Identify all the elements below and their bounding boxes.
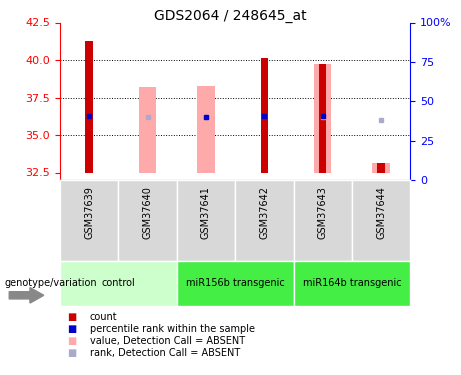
Text: GSM37641: GSM37641: [201, 186, 211, 238]
Text: rank, Detection Call = ABSENT: rank, Detection Call = ABSENT: [90, 348, 240, 358]
Text: GSM37642: GSM37642: [259, 186, 269, 238]
Text: genotype/variation: genotype/variation: [5, 278, 97, 288]
Text: ■: ■: [67, 348, 76, 358]
Text: miR156b transgenic: miR156b transgenic: [186, 278, 284, 288]
Text: GSM37640: GSM37640: [142, 186, 153, 238]
FancyArrow shape: [9, 288, 44, 303]
Text: value, Detection Call = ABSENT: value, Detection Call = ABSENT: [90, 336, 245, 346]
Bar: [260, 58, 268, 172]
Text: count: count: [90, 312, 118, 322]
Bar: [314, 64, 331, 172]
Bar: [139, 87, 156, 172]
Text: ■: ■: [67, 324, 76, 334]
Text: ■: ■: [67, 336, 76, 346]
Text: control: control: [101, 278, 135, 288]
Bar: [377, 164, 385, 172]
Bar: [197, 86, 215, 172]
Text: GSM37643: GSM37643: [318, 186, 328, 238]
Text: GDS2064 / 248645_at: GDS2064 / 248645_at: [154, 9, 307, 23]
Text: GSM37639: GSM37639: [84, 186, 94, 238]
Text: percentile rank within the sample: percentile rank within the sample: [90, 324, 255, 334]
Text: ■: ■: [67, 312, 76, 322]
Bar: [319, 64, 326, 172]
Bar: [372, 164, 390, 172]
Text: GSM37644: GSM37644: [376, 186, 386, 238]
Text: miR164b transgenic: miR164b transgenic: [302, 278, 401, 288]
Bar: [85, 40, 93, 172]
